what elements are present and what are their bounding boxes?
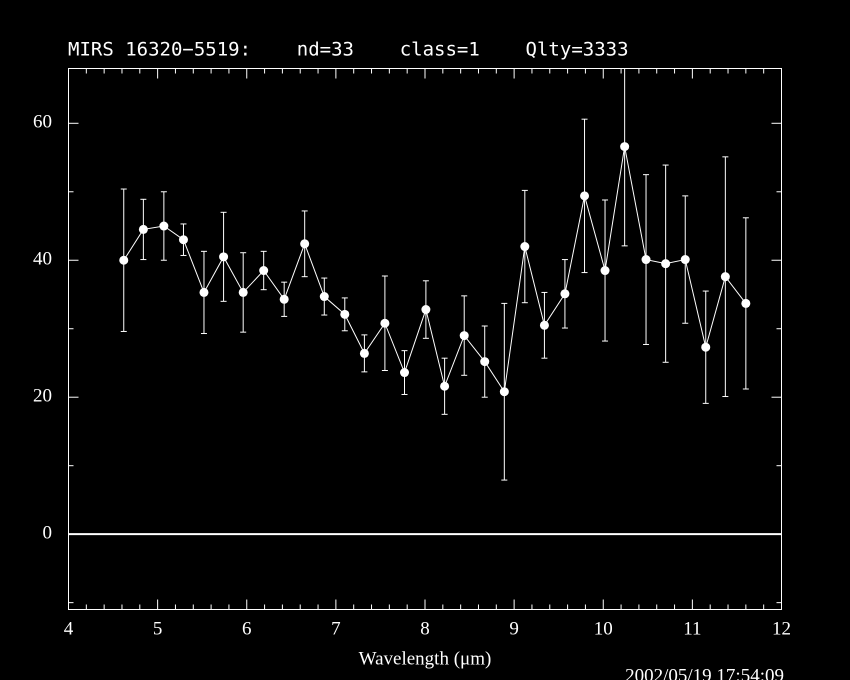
x-tick-label: 10 [594, 618, 613, 639]
data-point [600, 266, 610, 276]
x-tick-label: 5 [153, 618, 163, 639]
data-point [340, 309, 350, 319]
data-point [499, 387, 509, 397]
x-tick-label: 6 [242, 618, 252, 639]
data-point [238, 287, 248, 297]
data-point [641, 255, 651, 265]
data-point [440, 381, 450, 391]
data-point [539, 320, 549, 330]
data-point [680, 255, 690, 265]
chart-title: MIRS 16320−5519: nd=33 class=1 Qlty=3333 [68, 39, 629, 61]
data-point [421, 305, 431, 315]
y-tick-label: 60 [33, 112, 52, 133]
data-point [661, 259, 671, 269]
data-point [560, 289, 570, 299]
data-point [580, 191, 590, 201]
x-tick-label: 7 [331, 618, 341, 639]
y-tick-label: 0 [43, 523, 53, 544]
data-point [300, 239, 310, 249]
data-point [138, 224, 148, 234]
data-point [199, 287, 209, 297]
data-point [620, 142, 630, 152]
data-point [219, 252, 229, 262]
data-point [319, 292, 329, 302]
data-point [701, 342, 711, 352]
data-point [159, 221, 169, 231]
x-tick-label: 8 [420, 618, 430, 639]
data-point [279, 294, 289, 304]
data-line [123, 146, 747, 394]
x-tick-label: 9 [509, 618, 519, 639]
timestamp: 2002/05/19 17:54:09 [625, 665, 784, 680]
x-tick-label: 4 [64, 618, 74, 639]
data-point [741, 298, 751, 308]
data-point [178, 235, 188, 245]
data-point [520, 242, 530, 252]
x-tick-label: 12 [772, 618, 791, 639]
x-tick-label: 11 [683, 618, 701, 639]
data-point [400, 368, 410, 378]
data-point [359, 348, 369, 358]
x-axis-label: Wavelength (μm) [359, 648, 492, 669]
data-point [259, 266, 269, 276]
data-point [459, 331, 469, 341]
y-tick-label: 20 [33, 386, 52, 407]
data-point [119, 255, 129, 265]
data-point [720, 272, 730, 282]
y-tick-label: 40 [33, 249, 52, 270]
data-point [480, 357, 490, 367]
data-point [380, 318, 390, 328]
